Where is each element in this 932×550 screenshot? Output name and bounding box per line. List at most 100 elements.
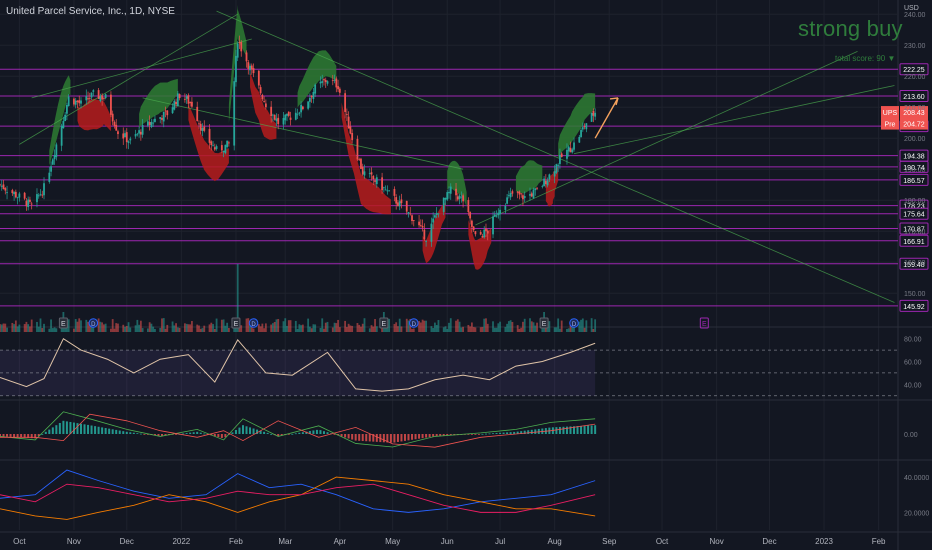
volume-bar: [27, 324, 30, 332]
macd-histogram-bar: [534, 429, 537, 434]
macd-histogram-bar: [153, 434, 156, 436]
candle-body: [92, 90, 95, 92]
macd-histogram-bar: [361, 434, 364, 442]
candle-body: [434, 215, 436, 218]
candle-body: [456, 196, 459, 200]
bull-cloud: [558, 93, 596, 159]
candle-body: [286, 113, 288, 116]
price-badge-value: 204.72: [903, 122, 925, 129]
macd-histogram-bar: [16, 434, 19, 438]
candle-body: [382, 187, 385, 189]
candle-body: [55, 144, 58, 158]
macd-histogram-bar: [224, 434, 227, 438]
macd-histogram-bar: [234, 430, 237, 434]
candle-body: [162, 111, 165, 122]
volume-bar: [110, 328, 112, 332]
candle-body: [2, 184, 5, 189]
candle-body: [233, 81, 236, 146]
macd-histogram-bar: [344, 434, 347, 438]
volume-bar: [449, 318, 452, 332]
candle-body: [567, 146, 570, 152]
volume-bar: [372, 326, 375, 332]
candle-body: [76, 100, 79, 103]
candle-body: [425, 241, 428, 242]
macd-histogram-bar: [432, 434, 435, 437]
volume-bar: [50, 319, 52, 332]
volume-bar: [585, 320, 588, 332]
candle-body: [139, 131, 142, 135]
volume-bar: [534, 325, 537, 332]
dividend-marker-label: D: [251, 322, 256, 328]
volume-bar: [374, 319, 376, 332]
candle-body: [458, 195, 461, 199]
macd-histogram-bar: [115, 429, 118, 434]
volume-bar: [141, 328, 144, 332]
macd-histogram-bar: [298, 432, 301, 434]
volume-bar: [124, 326, 126, 332]
volume-bar: [51, 328, 54, 332]
volume-bar: [301, 324, 304, 332]
volume-bar: [154, 328, 156, 332]
macd-histogram-bar: [495, 433, 498, 434]
volume-bar: [92, 327, 95, 332]
candle-body: [198, 123, 200, 125]
volume-bar: [435, 324, 438, 332]
volume-bars: [0, 264, 597, 332]
candle-body: [296, 114, 299, 116]
volume-bar: [85, 319, 88, 332]
axes: Oct Nov Dec 2022 Feb Mar Apr May Jun Jul Aug Sep Oct…: [13, 5, 925, 546]
candle-body: [319, 81, 322, 84]
macd-histogram-bar: [396, 434, 399, 442]
candle-body: [210, 141, 213, 146]
candle-body: [252, 68, 255, 74]
volume-bar: [497, 323, 500, 332]
macd-histogram-bar: [129, 432, 132, 434]
macd-histogram-bar: [322, 431, 325, 434]
candle-body: [25, 200, 28, 207]
volume-bar: [198, 325, 200, 332]
volume-bar: [321, 318, 324, 332]
macd-histogram-bar: [558, 426, 561, 434]
candle-body: [483, 229, 486, 238]
candle-body: [384, 189, 387, 191]
y-tick-label: 220.00: [904, 74, 926, 81]
volume-bar: [395, 322, 398, 332]
macd-histogram-bar: [393, 434, 396, 443]
candle-body: [48, 172, 51, 182]
macd-histogram-bar: [555, 427, 558, 434]
volume-bar: [333, 322, 336, 332]
candle-body: [467, 200, 470, 213]
volume-bar: [277, 319, 280, 332]
volume-bar: [462, 326, 464, 332]
y-tick-label: 210.00: [904, 105, 926, 112]
macd-histogram-bar: [263, 431, 266, 434]
volume-bar: [264, 323, 267, 332]
earnings-marker: [231, 317, 241, 329]
candle-body: [247, 62, 250, 69]
volume-bar: [115, 323, 118, 332]
candle-body: [344, 93, 347, 112]
volume-bar: [310, 328, 313, 332]
volume-bar: [530, 321, 533, 332]
macd-histogram-bar: [231, 432, 234, 434]
candle-body: [520, 193, 523, 195]
macd-histogram-bar: [164, 434, 167, 436]
candle-body: [249, 65, 251, 71]
volume-bar: [467, 324, 470, 332]
dmi-tick-label: 20.0000: [904, 510, 929, 517]
candle-body: [101, 95, 104, 100]
candle-body: [176, 93, 179, 107]
volume-bar: [314, 324, 317, 332]
price-badge: [900, 117, 928, 130]
volume-bar: [474, 327, 477, 332]
volume-bar: [522, 321, 524, 332]
dividend-marker: [569, 318, 579, 328]
volume-bar: [347, 323, 350, 332]
macd-histogram-bar: [65, 421, 68, 434]
x-tick-label: Aug: [548, 537, 562, 546]
volume-bar: [245, 318, 248, 332]
candle-body: [479, 232, 482, 235]
price-level-label: 145.92: [903, 304, 925, 311]
macd-histogram-bar: [484, 433, 487, 435]
